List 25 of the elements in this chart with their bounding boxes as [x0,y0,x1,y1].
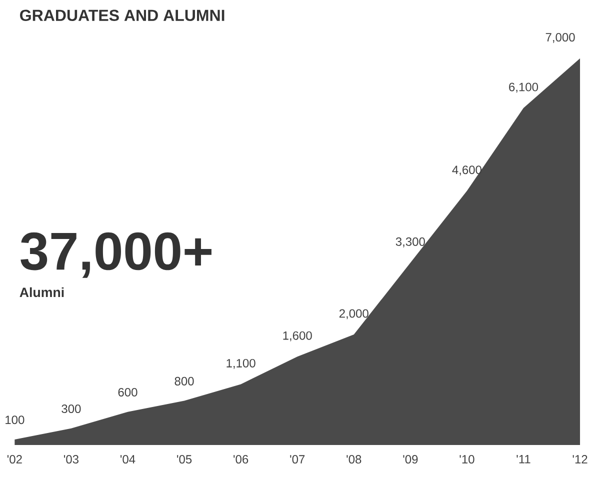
x-tick-label: '06 [234,455,248,464]
x-tick-label: '05 [177,455,192,464]
data-label: 800 [174,376,194,386]
data-label: 1,600 [283,331,312,342]
data-label: 100 [6,416,24,424]
data-label: 300 [62,404,81,414]
x-tick-label: '07 [290,455,305,464]
data-label: 4,600 [452,166,482,176]
x-tick-label: '09 [403,455,418,464]
data-label: 7,000 [546,33,575,43]
data-label: 600 [118,388,138,396]
data-label: 2,000 [339,309,368,320]
x-tick-label: '04 [120,455,136,464]
chart-title: GRADUATES AND ALUMNI [20,10,224,22]
annotation: 37,000+ [20,232,212,278]
annotation: Alumni [20,287,64,298]
data-label: 6,100 [509,82,538,93]
x-tick-label: '11 [516,455,530,464]
x-tick-label: '08 [346,455,362,464]
x-tick-label: '12 [572,455,588,464]
data-label: 3,300 [396,237,425,248]
x-tick-label: '02 [7,455,22,464]
x-tick-label: '10 [460,455,474,464]
data-label: 1,100 [226,358,256,369]
x-tick-label: '03 [64,455,78,464]
